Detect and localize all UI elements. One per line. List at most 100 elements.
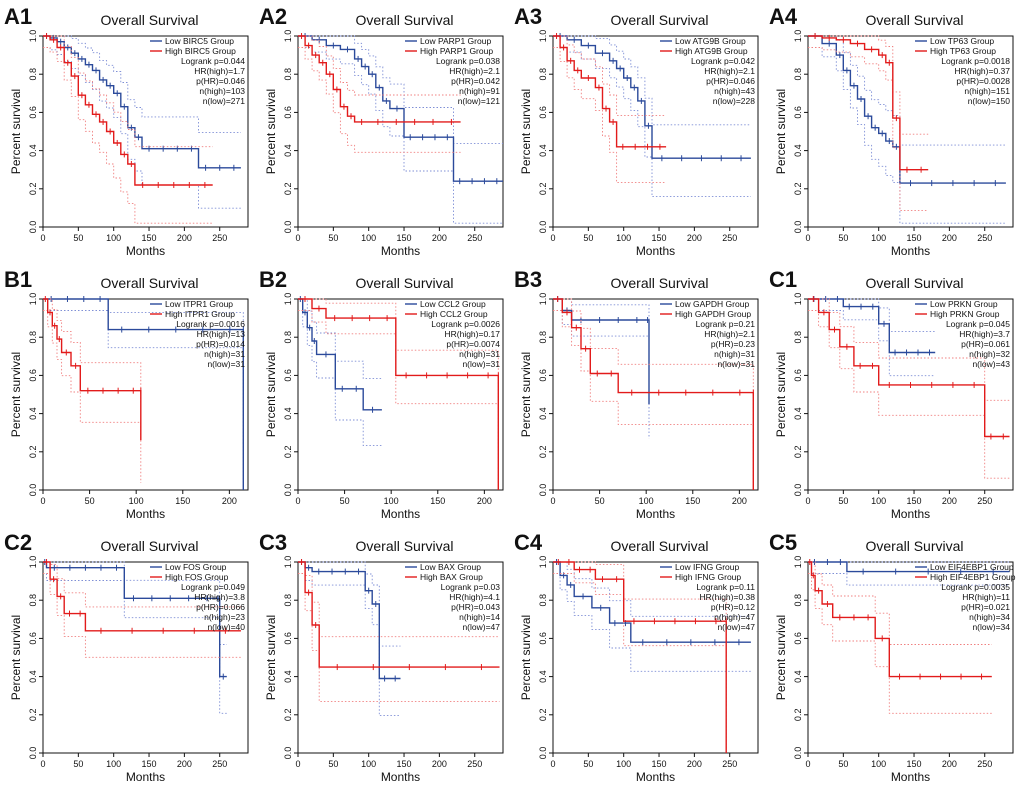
stat-line: Logrank p=0.03 bbox=[441, 582, 501, 592]
high-group-curve bbox=[298, 35, 461, 123]
y-tick-label: 0.2 bbox=[283, 446, 293, 459]
plot-frame bbox=[42, 35, 249, 228]
survival-panel-a1: A1 Overall Survival 0.0 0.2 0.4 0.6 0.8 1.0 0 50 1… bbox=[0, 0, 255, 263]
x-tick-label: 0 bbox=[40, 496, 45, 506]
survival-plot: B2 Overall Survival 0.0 0.2 0.4 0.6 0.8 1.0 0 50 1… bbox=[259, 267, 504, 521]
stat-line: p(HR)=0.23 bbox=[711, 339, 755, 349]
chart-title: Overall Survival bbox=[610, 538, 708, 554]
ci-lower-line bbox=[298, 47, 461, 153]
y-tick-label: 0.0 bbox=[28, 221, 38, 234]
survival-panel-b2: B2 Overall Survival 0.0 0.2 0.4 0.6 0.8 1.0 0 50 1… bbox=[255, 263, 510, 526]
legend-entry: Low PRKN Group bbox=[930, 299, 998, 309]
y-tick-label: 0.2 bbox=[28, 446, 38, 459]
y-axis-title: Percent survival bbox=[774, 89, 788, 174]
survival-panel-a3: A3 Overall Survival 0.0 0.2 0.4 0.6 0.8 1.0 0 50 1… bbox=[510, 0, 765, 263]
x-tick-label: 150 bbox=[430, 496, 445, 506]
survival-panel-c3: C3 Overall Survival 0.0 0.2 0.4 0.6 0.8 1.0 0 50 1… bbox=[255, 526, 510, 789]
survival-plot: C2 Overall Survival 0.0 0.2 0.4 0.6 0.8 1.0 0 50 1… bbox=[4, 530, 249, 784]
chart-title: Overall Survival bbox=[865, 275, 963, 291]
high-group-curve bbox=[298, 561, 500, 668]
stat-line: n(high)=31 bbox=[204, 349, 245, 359]
stat-line: Logrank p=0.0035 bbox=[941, 582, 1010, 592]
y-tick-label: 1.0 bbox=[283, 30, 293, 43]
x-tick-label: 50 bbox=[838, 759, 848, 769]
legend-entry: High PRKN Group bbox=[930, 309, 1000, 319]
x-tick-label: 200 bbox=[222, 496, 237, 506]
y-tick-label: 0.6 bbox=[28, 106, 38, 119]
stat-line: n(high)=14 bbox=[459, 612, 500, 622]
y-axis-title: Percent survival bbox=[519, 615, 533, 700]
x-tick-label: 50 bbox=[583, 233, 593, 243]
x-tick-label: 50 bbox=[328, 233, 338, 243]
x-tick-label: 150 bbox=[397, 233, 412, 243]
x-tick-label: 200 bbox=[942, 496, 957, 506]
y-tick-label: 0.8 bbox=[28, 68, 38, 81]
y-tick-label: 1.0 bbox=[28, 293, 38, 306]
x-tick-label: 0 bbox=[550, 496, 555, 506]
x-tick-label: 0 bbox=[295, 233, 300, 243]
y-tick-label: 0.8 bbox=[793, 68, 803, 81]
stat-line: Logrank p=0.11 bbox=[696, 582, 755, 592]
stat-line: HR(high)=4.1 bbox=[449, 592, 500, 602]
legend-entry: Low PARP1 Group bbox=[420, 36, 491, 46]
stat-line: p(HR)=0.021 bbox=[961, 602, 1010, 612]
stat-line: n(low)=31 bbox=[717, 359, 755, 369]
y-tick-label: 0.8 bbox=[283, 331, 293, 344]
ci-upper-line bbox=[808, 298, 1010, 401]
y-tick-label: 0.4 bbox=[283, 144, 293, 157]
y-tick-label: 0.6 bbox=[283, 632, 293, 645]
x-tick-label: 150 bbox=[397, 759, 412, 769]
x-tick-label: 150 bbox=[652, 759, 667, 769]
legend-entry: Low GAPDH Group bbox=[675, 299, 749, 309]
stat-line: p(HR)=0.066 bbox=[196, 602, 245, 612]
legend-entry: High GAPDH Group bbox=[675, 309, 751, 319]
stat-line: n(low)=31 bbox=[207, 359, 245, 369]
stat-line: p(HR)=0.061 bbox=[961, 339, 1010, 349]
stat-line: n(low)=228 bbox=[713, 96, 756, 106]
x-tick-label: 250 bbox=[722, 233, 737, 243]
x-tick-label: 100 bbox=[871, 233, 886, 243]
y-tick-label: 1.0 bbox=[793, 556, 803, 569]
y-tick-label: 0.6 bbox=[538, 106, 548, 119]
y-axis-title: Percent survival bbox=[264, 352, 278, 437]
plot-frame bbox=[297, 35, 504, 228]
x-tick-label: 100 bbox=[384, 496, 399, 506]
panel-label: C5 bbox=[769, 530, 797, 555]
y-tick-label: 0.2 bbox=[283, 709, 293, 722]
stat-line: n(low)=43 bbox=[972, 359, 1010, 369]
x-axis-title: Months bbox=[891, 244, 930, 258]
x-tick-label: 200 bbox=[432, 233, 447, 243]
y-tick-label: 0.2 bbox=[538, 446, 548, 459]
y-tick-label: 0.4 bbox=[538, 670, 548, 683]
y-tick-label: 0.6 bbox=[538, 369, 548, 382]
ci-upper-line bbox=[298, 561, 401, 647]
chart-title: Overall Survival bbox=[865, 12, 963, 28]
survival-plot: C3 Overall Survival 0.0 0.2 0.4 0.6 0.8 1.0 0 50 1… bbox=[259, 530, 504, 784]
ci-upper-line bbox=[298, 298, 499, 445]
y-tick-label: 1.0 bbox=[283, 556, 293, 569]
stat-line: p(HR)=0.043 bbox=[451, 602, 500, 612]
legend-entry: Low BIRC5 Group bbox=[165, 36, 234, 46]
stat-line: n(high)=31 bbox=[714, 349, 755, 359]
low-group-curve bbox=[298, 35, 503, 182]
survival-plot: B3 Overall Survival 0.0 0.2 0.4 0.6 0.8 1.0 0 50 1… bbox=[514, 267, 759, 521]
y-tick-label: 0.6 bbox=[283, 369, 293, 382]
x-tick-label: 150 bbox=[907, 233, 922, 243]
stat-line: p(HR)=0.0074 bbox=[446, 339, 500, 349]
y-tick-label: 0.8 bbox=[538, 331, 548, 344]
stat-line: p(HR)=0.042 bbox=[451, 76, 500, 86]
y-tick-label: 1.0 bbox=[793, 293, 803, 306]
x-tick-label: 250 bbox=[977, 233, 992, 243]
y-axis-title: Percent survival bbox=[519, 352, 533, 437]
stat-line: Logrank p=0.038 bbox=[436, 56, 500, 66]
x-tick-label: 250 bbox=[977, 496, 992, 506]
legend-entry: Low ATG9B Group bbox=[675, 36, 746, 46]
x-axis-title: Months bbox=[126, 770, 165, 784]
survival-plot: A1 Overall Survival 0.0 0.2 0.4 0.6 0.8 1.0 0 50 1… bbox=[4, 4, 249, 258]
y-axis-title: Percent survival bbox=[774, 352, 788, 437]
high-group-curve bbox=[43, 298, 142, 441]
stat-line: p(HR)=0.12 bbox=[711, 602, 755, 612]
stat-line: HR(high)=0.38 bbox=[699, 592, 755, 602]
y-axis-title: Percent survival bbox=[264, 89, 278, 174]
stat-line: p(HR)=0.014 bbox=[196, 339, 245, 349]
